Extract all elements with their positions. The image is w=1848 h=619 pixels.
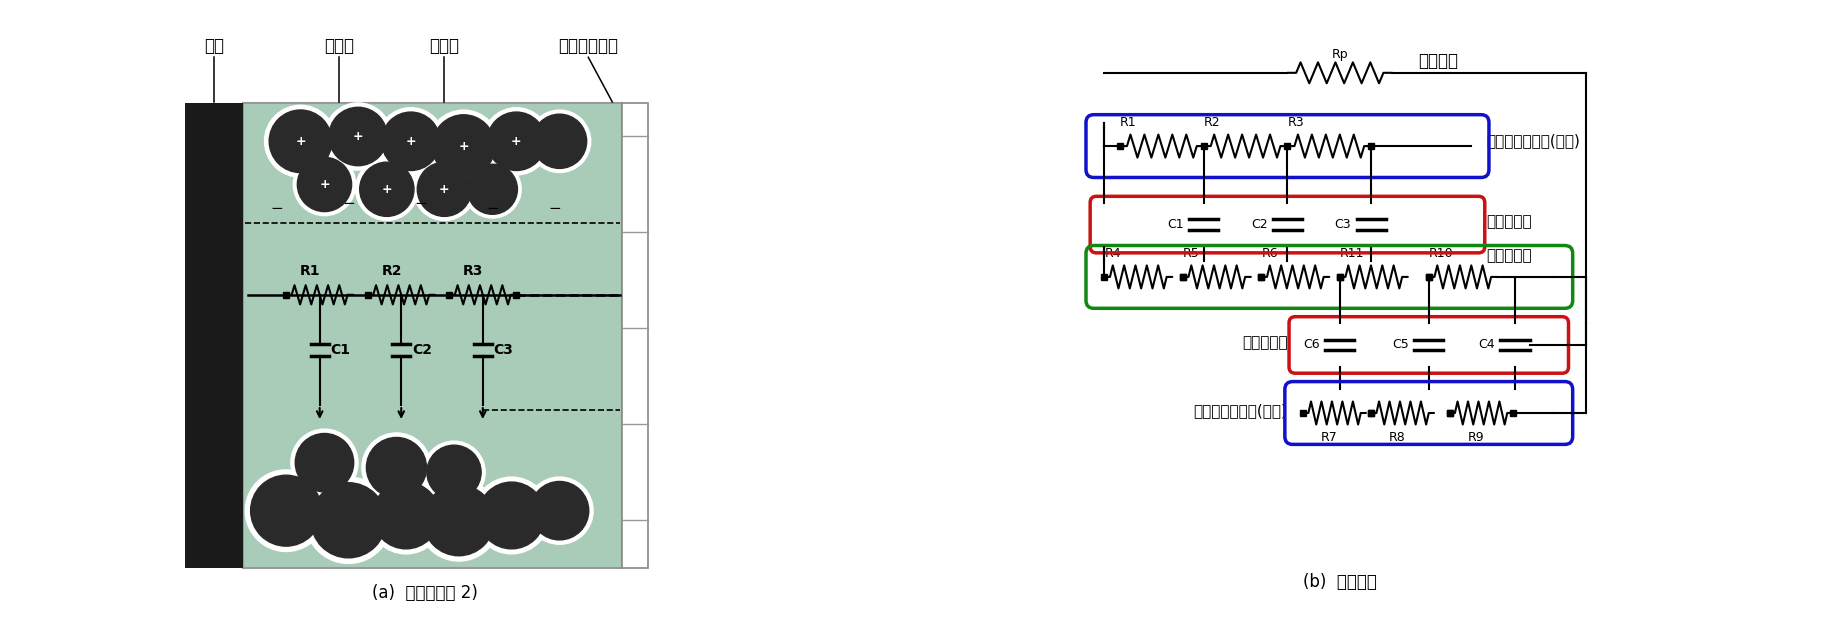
Text: +: +	[405, 135, 416, 148]
Text: C3: C3	[1334, 218, 1351, 231]
Text: 陰極側容量: 陰極側容量	[1242, 335, 1288, 350]
Circle shape	[377, 108, 444, 175]
Text: R5: R5	[1183, 247, 1199, 260]
FancyBboxPatch shape	[242, 103, 623, 568]
Text: 活性炭: 活性炭	[429, 37, 460, 55]
Circle shape	[294, 154, 355, 215]
Text: R2: R2	[1203, 116, 1220, 129]
Text: Rp: Rp	[1332, 48, 1347, 61]
Text: R8: R8	[1390, 431, 1406, 444]
Circle shape	[298, 157, 351, 212]
Circle shape	[251, 475, 322, 546]
Circle shape	[479, 482, 545, 549]
Circle shape	[296, 433, 353, 492]
Circle shape	[414, 158, 475, 220]
Text: R11: R11	[1340, 247, 1364, 260]
Circle shape	[432, 115, 495, 178]
Text: −: −	[549, 201, 562, 216]
Circle shape	[532, 114, 586, 168]
Text: C2: C2	[1251, 218, 1268, 231]
Circle shape	[418, 162, 471, 217]
Text: R10: R10	[1429, 247, 1453, 260]
Circle shape	[530, 482, 590, 540]
Text: 絶縁抵抗: 絶縁抵抗	[1417, 52, 1458, 70]
Circle shape	[360, 162, 414, 217]
Text: C5: C5	[1392, 339, 1408, 352]
Circle shape	[305, 477, 392, 563]
FancyBboxPatch shape	[185, 103, 242, 568]
Circle shape	[373, 482, 440, 549]
Circle shape	[381, 112, 440, 170]
FancyBboxPatch shape	[623, 103, 649, 568]
Text: (b)  等価回路: (b) 等価回路	[1303, 573, 1377, 591]
Text: R2: R2	[381, 264, 401, 278]
Text: 陽極側容量: 陽極側容量	[1486, 214, 1532, 230]
Text: R6: R6	[1262, 247, 1279, 260]
Text: R7: R7	[1321, 431, 1338, 444]
Text: 活性炭抵抗成分(陽極): 活性炭抵抗成分(陽極)	[1486, 133, 1580, 149]
Text: R1: R1	[1120, 116, 1137, 129]
Text: 電解液: 電解液	[323, 37, 353, 55]
Text: セパレーター: セパレーター	[558, 37, 619, 55]
Text: R4: R4	[1105, 247, 1122, 260]
Circle shape	[529, 110, 591, 173]
Circle shape	[427, 110, 499, 182]
Text: +: +	[320, 178, 329, 191]
Text: +: +	[440, 183, 449, 196]
Circle shape	[527, 477, 593, 544]
Text: +: +	[512, 135, 521, 148]
Text: 電解液抵抗: 電解液抵抗	[1486, 248, 1532, 264]
Text: C3: C3	[493, 343, 514, 357]
Text: +: +	[353, 130, 364, 143]
Circle shape	[368, 477, 444, 554]
Circle shape	[264, 105, 336, 177]
Text: +: +	[381, 183, 392, 196]
Text: R1: R1	[299, 264, 320, 278]
Text: (a)  電極拡大図 2): (a) 電極拡大図 2)	[371, 584, 479, 602]
Circle shape	[468, 164, 517, 214]
Text: −: −	[270, 201, 283, 216]
Circle shape	[325, 103, 392, 170]
Circle shape	[464, 160, 521, 218]
Circle shape	[488, 112, 545, 170]
Circle shape	[423, 441, 486, 503]
Text: −: −	[342, 196, 355, 211]
Circle shape	[270, 110, 333, 173]
Text: C1: C1	[331, 343, 351, 357]
Text: 電極: 電極	[203, 37, 224, 55]
Circle shape	[418, 480, 499, 561]
Circle shape	[246, 470, 327, 552]
Text: +: +	[458, 139, 469, 153]
Text: −: −	[486, 201, 499, 216]
Text: C6: C6	[1303, 339, 1319, 352]
Circle shape	[310, 483, 386, 558]
Circle shape	[482, 108, 551, 175]
Circle shape	[290, 429, 359, 496]
Text: R3: R3	[464, 264, 484, 278]
Circle shape	[423, 485, 493, 556]
Text: C1: C1	[1168, 218, 1185, 231]
Circle shape	[355, 158, 418, 220]
Circle shape	[329, 107, 388, 166]
Text: 活性炭抵抗成分(陰極): 活性炭抵抗成分(陰極)	[1194, 403, 1288, 418]
Circle shape	[473, 477, 551, 554]
Text: C2: C2	[412, 343, 432, 357]
Text: −: −	[414, 196, 427, 211]
Text: C4: C4	[1478, 339, 1495, 352]
Text: R9: R9	[1467, 431, 1484, 444]
Circle shape	[366, 438, 427, 498]
Circle shape	[362, 433, 431, 502]
Text: +: +	[296, 135, 305, 148]
Text: R3: R3	[1288, 116, 1305, 129]
Circle shape	[427, 445, 480, 500]
